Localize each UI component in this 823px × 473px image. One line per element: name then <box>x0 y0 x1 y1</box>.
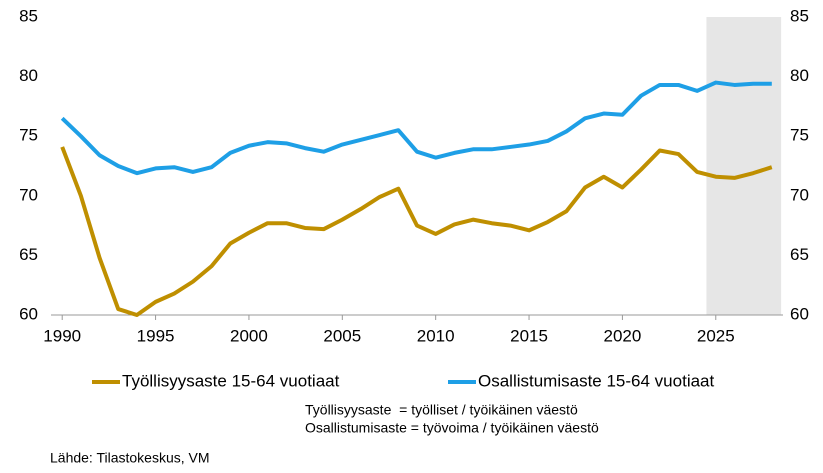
y-tick-label: 70 <box>19 185 38 204</box>
x-tick-label: 2020 <box>603 326 641 345</box>
y-tick-label: 65 <box>19 245 38 264</box>
y-tick-label: 75 <box>19 126 38 145</box>
x-tick-label: 1990 <box>43 326 81 345</box>
x-tick-label: 2010 <box>417 326 455 345</box>
y2-tick-label: 70 <box>790 185 809 204</box>
legend-label: Osallistumisaste 15-64 vuotiaat <box>478 371 715 390</box>
x-tick-label: 1995 <box>137 326 175 345</box>
y-tick-label: 85 <box>19 6 38 25</box>
y2-tick-label: 60 <box>790 304 809 323</box>
y2-tick-label: 80 <box>790 66 809 85</box>
forecast-shade <box>706 17 782 315</box>
y-tick-label: 80 <box>19 66 38 85</box>
x-tick-label: 2015 <box>510 326 548 345</box>
x-tick-label: 2000 <box>230 326 268 345</box>
y2-tick-label: 65 <box>790 245 809 264</box>
source: Lähde: Tilastokeskus, VM <box>50 450 210 466</box>
legend-label: Työllisyysaste 15-64 vuotiaat <box>122 371 340 390</box>
y-tick-label: 60 <box>19 304 38 323</box>
series-line <box>60 146 773 317</box>
y2-tick-label: 75 <box>790 126 809 145</box>
note: Osallistumisaste = työvoima / työikäinen… <box>305 420 599 436</box>
x-tick-label: 2005 <box>323 326 361 345</box>
series-line <box>60 80 772 176</box>
x-tick-label: 2025 <box>697 326 735 345</box>
y2-tick-label: 85 <box>790 6 809 25</box>
note: Työllisyysaste = työlliset / työikäinen … <box>305 402 578 418</box>
